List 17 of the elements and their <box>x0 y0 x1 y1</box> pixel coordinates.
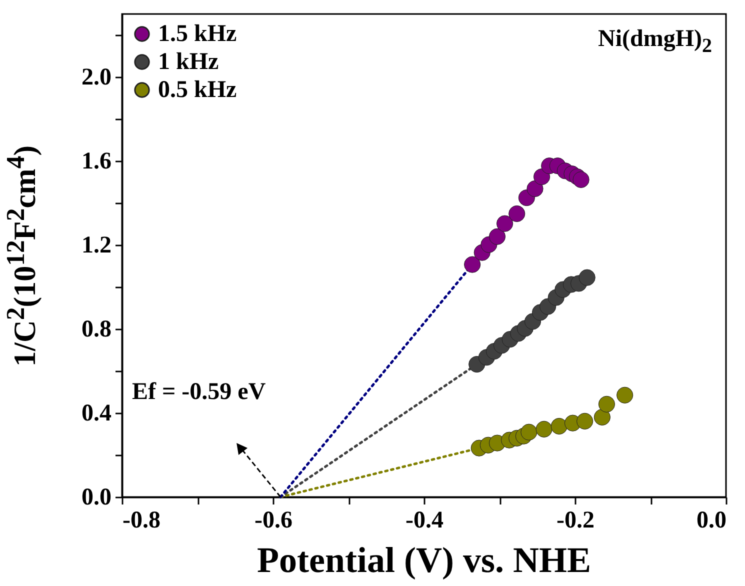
y-tick-label: 0.4 <box>82 400 112 426</box>
legend-label: 1 kHz <box>158 49 220 75</box>
annotation: Ni(dmgH)$_{2}$ <box>598 26 712 58</box>
x-tick-label: -0.6 <box>254 508 292 534</box>
y-tick-label: 1.2 <box>82 232 112 258</box>
x-tick-label: 0.0 <box>696 508 726 534</box>
legend-label: 0.5 kHz <box>158 77 238 103</box>
legend-label: 1.5 kHz <box>158 21 238 47</box>
x-tick-label: -0.4 <box>406 508 444 534</box>
x-tick-label: -0.2 <box>556 508 594 534</box>
y-tick-label: 2.0 <box>82 64 112 90</box>
x-axis-title: Potential (V) vs. NHE <box>257 539 591 581</box>
annotation: Ef = -0.59 eV <box>132 379 266 406</box>
x-tick-label: -0.8 <box>122 508 160 534</box>
y-tick-label: 1.6 <box>82 148 112 174</box>
y-tick-label: 0.8 <box>82 316 112 342</box>
y-tick-label: 0.0 <box>82 484 112 510</box>
